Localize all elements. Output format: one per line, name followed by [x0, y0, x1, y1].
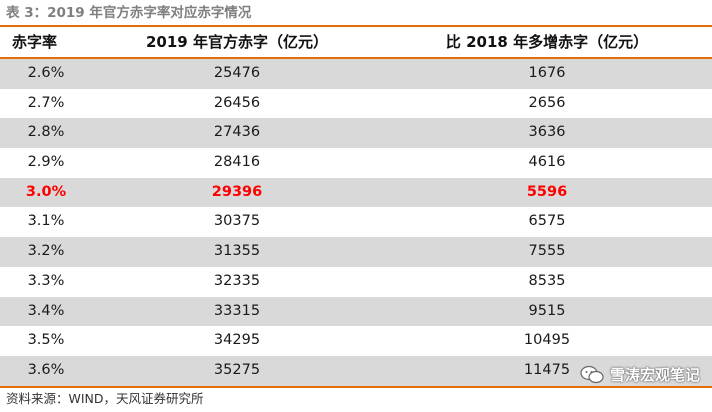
- cell-increase: 2656: [528, 94, 566, 111]
- cell-deficit: 34295: [213, 332, 261, 349]
- source-note: 资料来源：WIND，天风证券研究所: [6, 391, 204, 406]
- cell-rate: 3.1%: [27, 213, 65, 230]
- cell-rate: 2.9%: [27, 154, 65, 171]
- cell-increase: 5596: [526, 183, 568, 200]
- cell-rate: 3.2%: [27, 243, 65, 260]
- cell-increase: 3636: [528, 124, 566, 141]
- cell-deficit: 28416: [213, 154, 261, 171]
- cell-rate: 2.7%: [27, 94, 65, 111]
- cell-increase: 10495: [523, 332, 571, 349]
- table-row: 3.4% 33315 9515: [0, 296, 712, 327]
- cell-increase: 9515: [528, 302, 566, 319]
- cell-increase: 1676: [528, 65, 566, 81]
- cell-increase: 4616: [528, 154, 566, 171]
- table-row: 2.9% 28416 4616: [0, 148, 712, 178]
- cell-rate: 3.5%: [27, 332, 65, 349]
- cell-deficit: 32335: [213, 272, 261, 289]
- cell-increase: 6575: [528, 213, 566, 230]
- cell-deficit: 27436: [213, 124, 261, 141]
- table-row: 3.3% 32335 8535: [0, 267, 712, 297]
- header-increase: 比 2018 年多增赤字（亿元）: [445, 33, 649, 51]
- header-deficit: 2019 年官方赤字（亿元）: [146, 33, 328, 51]
- table-row: 2.6% 25476 1676: [0, 59, 712, 89]
- table-row: 2.8% 27436 3636: [0, 118, 712, 149]
- cell-deficit: 33315: [213, 302, 261, 319]
- table-header: 赤字率 2019 年官方赤字（亿元） 比 2018 年多增赤字（亿元）: [0, 27, 712, 59]
- cell-rate: 3.4%: [27, 302, 65, 319]
- cell-deficit: 30375: [213, 213, 261, 230]
- cell-rate: 2.6%: [27, 65, 65, 81]
- header-rate: 赤字率: [12, 33, 58, 51]
- cell-increase: 7555: [528, 243, 566, 260]
- wechat-icon: [580, 365, 604, 383]
- cell-rate: 2.8%: [27, 124, 65, 141]
- cell-deficit: 26456: [213, 94, 261, 111]
- table-title: 表 3：2019 年官方赤字率对应赤字情况: [6, 5, 252, 21]
- table-row: 3.5% 34295 10495: [0, 326, 712, 356]
- cell-deficit: 29396: [211, 183, 263, 200]
- cell-rate: 3.3%: [27, 272, 65, 289]
- table-row: 3.0% 29396 5596: [0, 177, 712, 208]
- cell-rate: 3.6%: [27, 361, 65, 378]
- table-body: 2.6% 25476 1676 2.7% 26456 2656 2.8% 27436 3636 2…: [0, 59, 712, 386]
- cell-rate: 3.0%: [25, 183, 67, 200]
- cell-increase: 8535: [528, 272, 566, 289]
- deficit-table: 赤字率 2019 年官方赤字（亿元） 比 2018 年多增赤字（亿元） 2.6%…: [0, 25, 712, 388]
- table-row: 3.2% 31355 7555: [0, 237, 712, 267]
- cell-increase: 11475: [523, 361, 571, 378]
- table-row: 3.1% 30375 6575: [0, 207, 712, 237]
- cell-deficit: 25476: [213, 65, 261, 81]
- cell-deficit: 35275: [213, 361, 261, 378]
- cell-deficit: 31355: [213, 243, 261, 260]
- watermark-text: 雪涛宏观笔记: [609, 366, 700, 384]
- table-row: 2.7% 26456 2656: [0, 89, 712, 119]
- watermark: 雪涛宏观笔记: [580, 364, 700, 385]
